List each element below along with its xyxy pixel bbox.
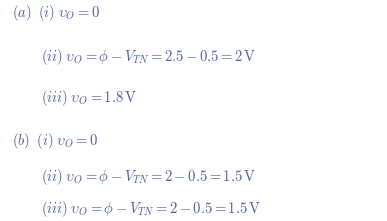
Text: $(a)\;\;(i)\;\upsilon_O = 0$: $(a)\;\;(i)\;\upsilon_O = 0$ [12, 3, 99, 23]
Text: $(b)\;\;(i)\;\upsilon_O = 0$: $(b)\;\;(i)\;\upsilon_O = 0$ [12, 131, 98, 151]
Text: $(iii)\;\upsilon_O = 1.8\,\mathrm{V}$: $(iii)\;\upsilon_O = 1.8\,\mathrm{V}$ [41, 88, 137, 108]
Text: $(ii)\;\upsilon_O = \phi - V_{TN} = 2 - 0.5 = 1.5\,\mathrm{V}$: $(ii)\;\upsilon_O = \phi - V_{TN} = 2 - … [41, 167, 256, 187]
Text: $(ii)\;\upsilon_O = \phi - V_{TN} = 2.5 - 0.5 = 2\,\mathrm{V}$: $(ii)\;\upsilon_O = \phi - V_{TN} = 2.5 … [41, 48, 256, 67]
Text: $(iii)\;\upsilon_O = \phi - V_{TN} = 2 - 0.5 = 1.5\,\mathrm{V}$: $(iii)\;\upsilon_O = \phi - V_{TN} = 2 -… [41, 199, 261, 219]
